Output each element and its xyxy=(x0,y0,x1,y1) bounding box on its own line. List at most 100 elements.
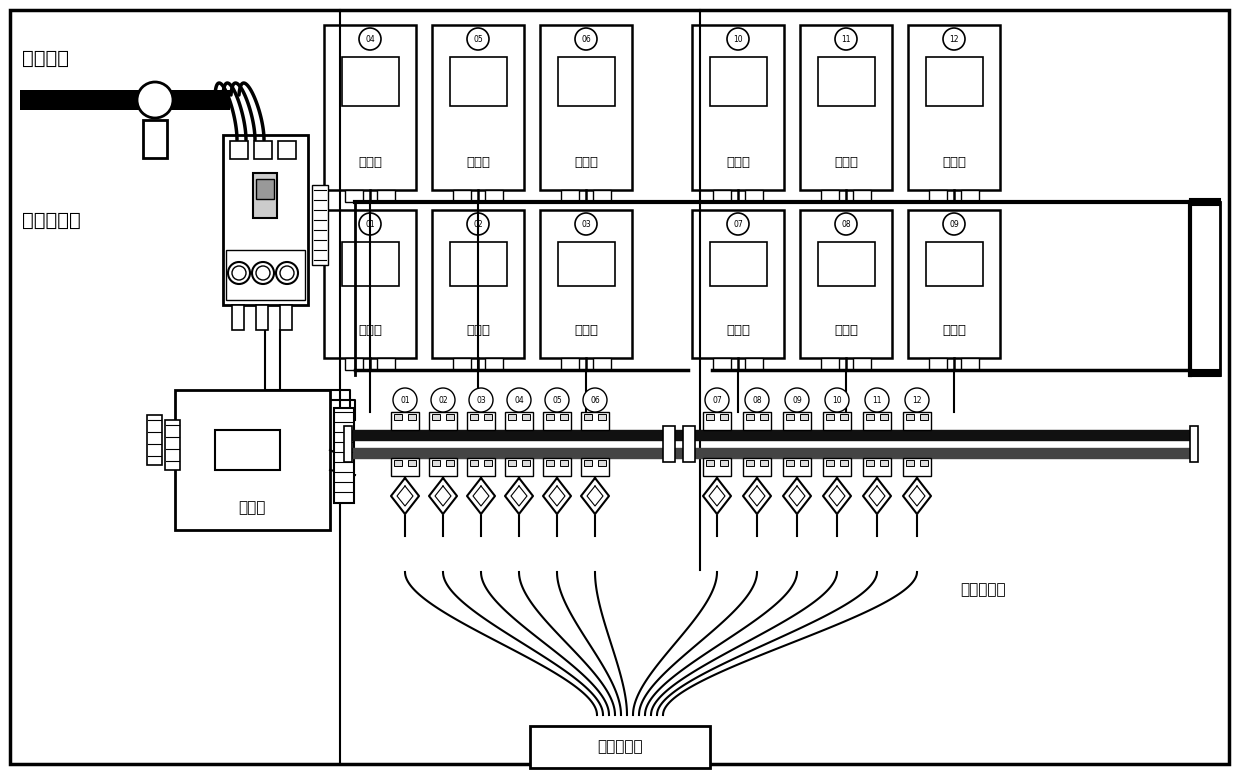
Text: 05: 05 xyxy=(473,34,483,43)
Bar xyxy=(543,458,571,476)
Text: 07: 07 xyxy=(733,220,743,228)
Text: 06: 06 xyxy=(590,395,600,405)
Bar xyxy=(432,460,440,466)
Circle shape xyxy=(584,388,607,412)
Circle shape xyxy=(825,388,849,412)
Bar xyxy=(743,412,771,430)
Text: 电能表: 电能表 xyxy=(942,324,966,336)
Circle shape xyxy=(470,388,493,412)
Polygon shape xyxy=(743,478,771,514)
Bar xyxy=(593,190,611,202)
Circle shape xyxy=(786,388,809,412)
Bar xyxy=(823,412,851,430)
Circle shape xyxy=(138,82,173,118)
Bar xyxy=(484,358,503,370)
Bar xyxy=(312,185,328,265)
Text: 03: 03 xyxy=(581,220,591,228)
Bar xyxy=(467,412,496,430)
Bar xyxy=(484,460,492,466)
Circle shape xyxy=(727,28,750,50)
Bar xyxy=(540,210,632,358)
Bar xyxy=(840,460,847,466)
Circle shape xyxy=(467,213,489,235)
Bar xyxy=(929,358,947,370)
Circle shape xyxy=(575,213,597,235)
Bar xyxy=(693,25,784,190)
Bar xyxy=(760,414,768,420)
Polygon shape xyxy=(703,478,731,514)
Bar xyxy=(783,458,812,476)
Bar xyxy=(864,412,891,430)
Bar xyxy=(352,430,1189,440)
Bar xyxy=(232,305,244,330)
Bar xyxy=(783,412,812,430)
Circle shape xyxy=(745,388,769,412)
Bar xyxy=(683,426,695,462)
Bar xyxy=(20,90,230,110)
Circle shape xyxy=(507,388,532,412)
Polygon shape xyxy=(864,478,891,514)
Bar xyxy=(746,460,755,466)
Bar xyxy=(278,141,296,159)
Bar xyxy=(743,458,771,476)
Text: 采集器: 采集器 xyxy=(238,500,265,516)
Text: 03: 03 xyxy=(476,395,486,405)
Bar xyxy=(826,414,834,420)
Text: 10: 10 xyxy=(733,34,743,43)
Polygon shape xyxy=(903,478,930,514)
Bar xyxy=(432,414,440,420)
Bar xyxy=(344,190,363,202)
Bar xyxy=(852,190,871,202)
Circle shape xyxy=(252,262,274,284)
Bar xyxy=(1189,199,1220,205)
Bar xyxy=(760,460,768,466)
Bar xyxy=(408,460,416,466)
Bar xyxy=(745,358,763,370)
Circle shape xyxy=(545,388,569,412)
Bar xyxy=(800,25,892,190)
Bar xyxy=(852,358,871,370)
Polygon shape xyxy=(429,478,457,514)
Polygon shape xyxy=(467,478,496,514)
Bar xyxy=(377,190,395,202)
Text: 电能表: 电能表 xyxy=(726,155,750,169)
Bar xyxy=(706,460,714,466)
Circle shape xyxy=(943,28,965,50)
Bar xyxy=(786,460,794,466)
Polygon shape xyxy=(543,478,571,514)
Bar xyxy=(663,426,675,462)
Bar xyxy=(446,460,453,466)
Bar xyxy=(840,414,847,420)
Circle shape xyxy=(467,28,489,50)
Bar xyxy=(540,25,632,190)
Text: 01: 01 xyxy=(366,220,375,228)
Bar xyxy=(903,412,930,430)
Polygon shape xyxy=(392,478,419,514)
Text: 09: 09 xyxy=(949,220,959,228)
Bar xyxy=(880,460,888,466)
Bar xyxy=(593,358,611,370)
Bar xyxy=(546,460,554,466)
Bar xyxy=(344,426,352,462)
Bar xyxy=(325,25,416,190)
Text: 07: 07 xyxy=(712,395,722,405)
Circle shape xyxy=(232,266,247,280)
Text: 09: 09 xyxy=(792,395,802,405)
Bar xyxy=(325,210,416,358)
Bar xyxy=(470,460,478,466)
Text: 电能表: 电能表 xyxy=(466,155,489,169)
Text: 电能表: 电能表 xyxy=(942,155,966,169)
Text: 表箱进线: 表箱进线 xyxy=(22,49,69,67)
Bar xyxy=(800,414,808,420)
Bar xyxy=(546,414,554,420)
Bar xyxy=(506,412,533,430)
Circle shape xyxy=(943,213,965,235)
Bar xyxy=(558,242,615,286)
Bar xyxy=(720,460,729,466)
Polygon shape xyxy=(783,478,812,514)
Text: 漏电检测钳: 漏电检测钳 xyxy=(960,583,1006,597)
Bar xyxy=(906,460,914,466)
Bar xyxy=(470,414,478,420)
Bar xyxy=(453,358,471,370)
Bar xyxy=(823,458,851,476)
